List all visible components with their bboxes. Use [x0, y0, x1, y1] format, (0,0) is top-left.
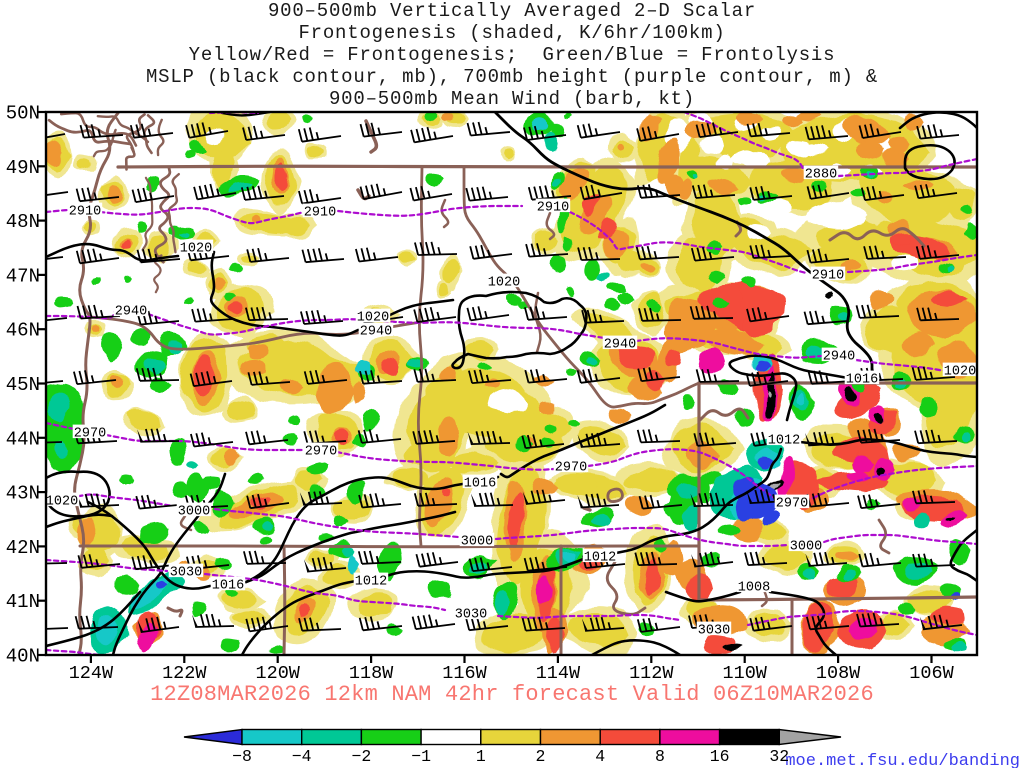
- svg-text:1012: 1012: [355, 574, 387, 589]
- svg-text:112W: 112W: [629, 663, 674, 684]
- svg-text:8: 8: [655, 747, 665, 766]
- svg-text:1008: 1008: [738, 580, 770, 595]
- svg-text:2880: 2880: [805, 167, 837, 182]
- svg-text:1020: 1020: [944, 364, 976, 379]
- svg-text:3000: 3000: [178, 504, 210, 519]
- svg-text:45N: 45N: [6, 374, 40, 396]
- svg-text:2910: 2910: [812, 268, 844, 283]
- svg-text:110W: 110W: [722, 663, 767, 684]
- svg-text:3030: 3030: [170, 565, 202, 580]
- svg-text:46N: 46N: [6, 320, 40, 342]
- svg-text:41N: 41N: [6, 591, 40, 613]
- svg-text:1020: 1020: [488, 275, 520, 290]
- svg-text:47N: 47N: [6, 265, 40, 287]
- svg-text:4: 4: [595, 747, 605, 766]
- svg-text:−1: −1: [411, 747, 431, 766]
- svg-text:12Z08MAR2026 12km NAM 42hr for: 12Z08MAR2026 12km NAM 42hr forecast Vali…: [150, 682, 874, 707]
- svg-text:1020: 1020: [46, 494, 78, 509]
- svg-text:48N: 48N: [6, 211, 40, 233]
- svg-text:moe.met.fsu.edu/banding: moe.met.fsu.edu/banding: [785, 752, 1020, 768]
- svg-text:1016: 1016: [212, 578, 244, 593]
- svg-text:3030: 3030: [455, 607, 487, 622]
- svg-text:3000: 3000: [461, 534, 493, 549]
- svg-text:116W: 116W: [442, 663, 487, 684]
- svg-text:1016: 1016: [846, 372, 878, 387]
- svg-text:1020: 1020: [180, 241, 212, 256]
- svg-text:−2: −2: [351, 747, 371, 766]
- svg-text:2970: 2970: [555, 460, 587, 475]
- svg-text:1016: 1016: [464, 476, 496, 491]
- svg-text:124W: 124W: [69, 663, 114, 684]
- svg-text:1012: 1012: [768, 433, 800, 448]
- svg-text:49N: 49N: [6, 157, 40, 179]
- svg-text:900–500mb Mean Wind (barb, kt): 900–500mb Mean Wind (barb, kt): [329, 88, 695, 110]
- svg-text:−4: −4: [292, 747, 312, 766]
- svg-text:50N: 50N: [6, 103, 40, 125]
- svg-text:2: 2: [536, 747, 546, 766]
- svg-text:32: 32: [769, 747, 789, 766]
- svg-text:1: 1: [476, 747, 486, 766]
- svg-text:1012: 1012: [584, 550, 616, 565]
- svg-text:40N: 40N: [6, 646, 40, 668]
- svg-text:118W: 118W: [349, 663, 394, 684]
- svg-text:1020: 1020: [357, 310, 389, 325]
- svg-text:2970: 2970: [776, 496, 808, 511]
- svg-text:108W: 108W: [816, 663, 861, 684]
- svg-text:2940: 2940: [823, 349, 855, 364]
- svg-text:2970: 2970: [305, 444, 337, 459]
- svg-text:3030: 3030: [698, 623, 730, 638]
- svg-text:2910: 2910: [304, 205, 336, 220]
- svg-text:2940: 2940: [360, 324, 392, 339]
- svg-text:Frontogenesis (shaded, K/6hr/1: Frontogenesis (shaded, K/6hr/100km): [298, 22, 725, 44]
- svg-text:2910: 2910: [537, 200, 569, 215]
- svg-text:900–500mb Vertically Averaged: 900–500mb Vertically Averaged 2–D Scalar: [268, 0, 756, 22]
- svg-text:122W: 122W: [162, 663, 207, 684]
- svg-text:106W: 106W: [909, 663, 954, 684]
- svg-text:114W: 114W: [536, 663, 581, 684]
- svg-text:Yellow/Red = Frontogenesis; G: Yellow/Red = Frontogenesis; Green/Blue =…: [189, 44, 836, 66]
- svg-text:44N: 44N: [6, 428, 40, 450]
- svg-text:2940: 2940: [604, 337, 636, 352]
- svg-text:2940: 2940: [115, 304, 147, 319]
- svg-text:16: 16: [710, 747, 730, 766]
- svg-text:43N: 43N: [6, 483, 40, 505]
- svg-text:2910: 2910: [69, 204, 101, 219]
- svg-text:−8: −8: [232, 747, 252, 766]
- svg-text:2970: 2970: [74, 426, 106, 441]
- svg-text:MSLP (black contour, mb), 700m: MSLP (black contour, mb), 700mb height (…: [146, 66, 878, 88]
- svg-text:120W: 120W: [255, 663, 300, 684]
- svg-text:42N: 42N: [6, 537, 40, 559]
- svg-text:3000: 3000: [790, 539, 822, 554]
